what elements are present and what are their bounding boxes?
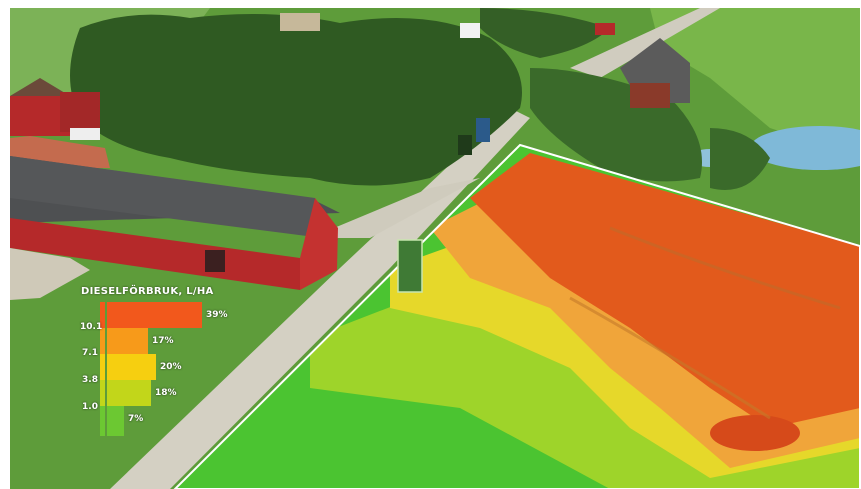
main-barn-roof-front bbox=[10, 156, 338, 240]
right-barn-wall bbox=[630, 83, 670, 108]
white-vehicle bbox=[70, 128, 100, 140]
field-boundary bbox=[173, 143, 860, 489]
tree-band bbox=[70, 14, 522, 186]
upper-road bbox=[570, 8, 720, 78]
pond bbox=[750, 126, 860, 170]
barn-door bbox=[205, 250, 225, 272]
trees-top bbox=[480, 8, 610, 58]
house-red-top bbox=[595, 23, 615, 35]
main-barn-wall bbox=[10, 218, 300, 290]
house-top bbox=[280, 13, 320, 31]
aerial-field-scene bbox=[10, 8, 860, 489]
main-barn-gable bbox=[300, 198, 338, 290]
trailer-blue bbox=[476, 118, 490, 142]
combine-harvester bbox=[397, 239, 423, 293]
house-white bbox=[460, 23, 480, 38]
red-house-2 bbox=[60, 92, 100, 132]
red-house-roof bbox=[10, 78, 70, 96]
farmyard bbox=[310, 178, 480, 238]
trees-pond bbox=[710, 128, 770, 190]
gravel-patch bbox=[10, 248, 90, 300]
tractor bbox=[458, 135, 472, 155]
distant-field bbox=[650, 8, 860, 158]
